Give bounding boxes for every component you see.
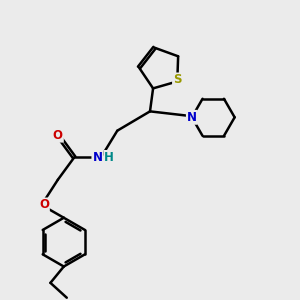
Text: S: S	[173, 74, 182, 86]
Text: N: N	[92, 151, 102, 164]
Text: H: H	[104, 151, 114, 164]
Text: O: O	[53, 129, 63, 142]
Text: N: N	[187, 111, 197, 124]
Text: O: O	[39, 199, 49, 212]
